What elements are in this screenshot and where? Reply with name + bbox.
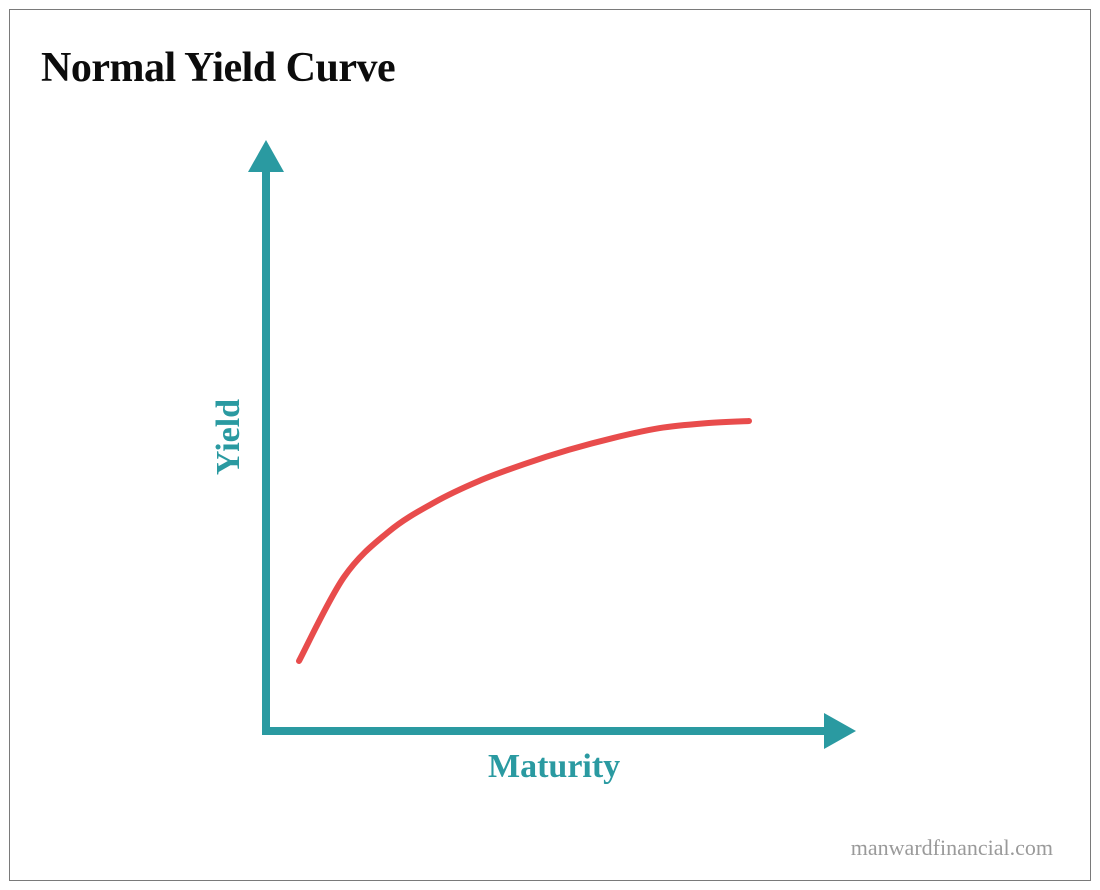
- x-axis-label: Maturity: [488, 748, 621, 785]
- chart-title: Normal Yield Curve: [41, 45, 396, 91]
- chart-frame: [9, 9, 1091, 881]
- y-axis-label: Yield: [210, 398, 247, 476]
- source-credit: manwardfinancial.com: [850, 835, 1053, 860]
- x-axis-arrowhead: [824, 713, 856, 749]
- series-layer: [296, 418, 752, 664]
- y-axis-arrowhead: [248, 140, 284, 172]
- yield-curve-line: [296, 418, 752, 664]
